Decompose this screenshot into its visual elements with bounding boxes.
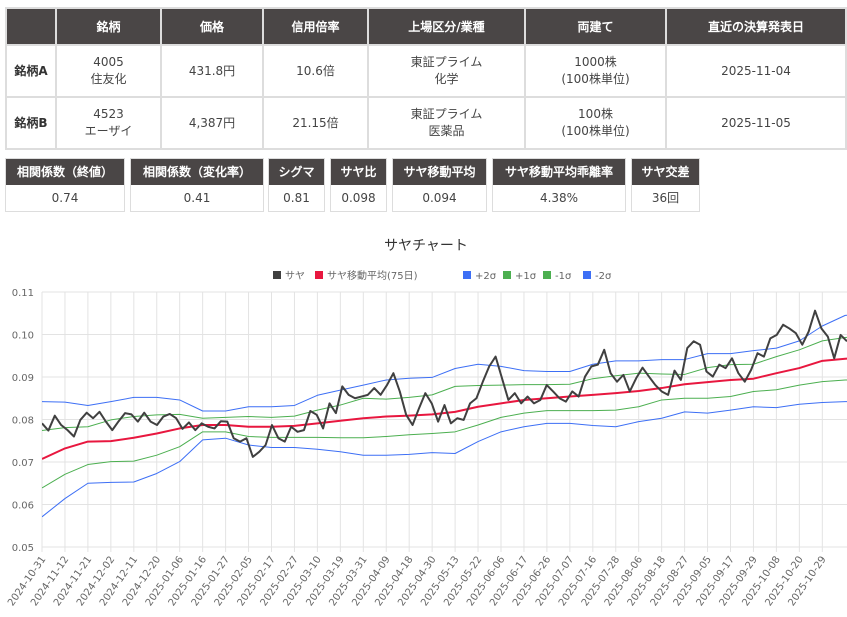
hedge-cell: 100株 (100株単位) — [524, 96, 667, 150]
margin-ratio-cell: 10.6倍 — [262, 44, 369, 98]
y-tick-label: 0.05 — [12, 543, 34, 554]
stat-sigma: シグマ 0.81 — [268, 158, 325, 212]
earnings-date-cell: 2025-11-04 — [665, 44, 847, 98]
stock-code: 4005 — [93, 55, 124, 69]
header-hedge: 両建て — [524, 7, 667, 46]
table-header-row: 銘柄 価格 信用倍率 上場区分/業種 両建て 直近の決算発表日 — [5, 7, 847, 46]
hedge-unit: (100株単位) — [561, 124, 630, 138]
hedge-shares: 100株 — [578, 107, 613, 121]
stat-value: 36回 — [651, 191, 680, 205]
stat-spread-ratio: サヤ比 0.098 — [330, 158, 387, 212]
y-axis: 0.11 0.10 0.09 0.08 0.07 0.06 0.05 — [12, 288, 34, 554]
y-tick-label: 0.08 — [12, 416, 34, 427]
price-cell: 4,387円 — [160, 96, 264, 150]
series-line-4 — [42, 379, 847, 489]
header-margin-ratio: 信用倍率 — [262, 7, 369, 46]
stock-name: エーザイ — [84, 124, 133, 138]
chart-grid — [41, 291, 847, 552]
chart-series — [42, 309, 847, 518]
legend-swatch — [463, 271, 471, 279]
legend-swatch — [503, 271, 511, 279]
y-tick-label: 0.07 — [12, 458, 34, 469]
header-earnings-date: 直近の決算発表日 — [665, 7, 847, 46]
chart-legend: サヤ サヤ移動平均(75日) +2σ +1σ -1σ -2σ — [273, 269, 612, 282]
series-line-5 — [42, 401, 847, 518]
stat-value: 0.81 — [283, 191, 310, 205]
stat-correlation-change: 相関係数（変化率） 0.41 — [130, 158, 264, 212]
earnings-date-cell: 2025-11-05 — [665, 96, 847, 150]
stock-code: 4523 — [93, 107, 124, 121]
legend-label[interactable]: サヤ移動平均(75日) — [327, 269, 418, 282]
header-market-industry: 上場区分/業種 — [367, 7, 526, 46]
legend-label[interactable]: +1σ — [515, 271, 537, 282]
series-line-2 — [42, 314, 847, 412]
stat-value: 0.41 — [183, 191, 211, 205]
stock-comparison-table: 銘柄 価格 信用倍率 上場区分/業種 両建て 直近の決算発表日 銘柄A 4005… — [5, 7, 847, 150]
header-stock: 銘柄 — [55, 7, 162, 46]
y-tick-label: 0.11 — [12, 288, 34, 299]
y-tick-label: 0.09 — [12, 373, 34, 384]
margin-ratio-cell: 21.15倍 — [262, 96, 369, 150]
series-line-3 — [42, 336, 847, 432]
series-line-1 — [42, 357, 847, 460]
stat-label: 相関係数（終値） — [6, 159, 124, 185]
row-label: 銘柄B — [5, 96, 57, 150]
market: 東証プライム — [410, 55, 483, 69]
y-tick-label: 0.06 — [12, 501, 34, 512]
legend-swatch — [543, 271, 551, 279]
industry: 化学 — [434, 72, 459, 86]
stock-name: 住友化 — [90, 72, 127, 86]
stock-cell: 4005 住友化 — [55, 44, 162, 98]
stat-label: サヤ移動平均 — [393, 159, 486, 185]
row-label: 銘柄A — [5, 44, 57, 98]
legend-swatch — [273, 271, 281, 279]
stat-value: 0.094 — [422, 191, 457, 205]
legend-label[interactable]: +2σ — [475, 271, 497, 282]
legend-swatch — [315, 271, 323, 279]
stat-value: 0.098 — [341, 191, 376, 205]
industry: 医薬品 — [428, 124, 465, 138]
stat-value: 4.38% — [539, 191, 579, 205]
stat-label: 相関係数（変化率） — [131, 159, 263, 185]
price-cell: 431.8円 — [160, 44, 264, 98]
hedge-cell: 1000株 (100株単位) — [524, 44, 667, 98]
stat-label: サヤ比 — [331, 159, 386, 185]
x-axis: 2024-10-312024-11-122024-11-212024-12-02… — [6, 554, 829, 608]
stat-label: サヤ移動平均乖離率 — [493, 159, 625, 185]
stat-correlation-close: 相関係数（終値） 0.74 — [5, 158, 125, 212]
header-price: 価格 — [160, 7, 264, 46]
header-blank — [5, 7, 57, 46]
stock-cell: 4523 エーザイ — [55, 96, 162, 150]
stat-label: サヤ交差 — [632, 159, 699, 185]
legend-label[interactable]: -1σ — [555, 271, 572, 282]
hedge-unit: (100株単位) — [561, 72, 630, 86]
series-line-0 — [42, 309, 847, 458]
market-cell: 東証プライム 医薬品 — [367, 96, 526, 150]
table-row: 銘柄B 4523 エーザイ 4,387円 21.15倍 東証プライム 医薬品 100… — [5, 96, 847, 150]
table-row: 銘柄A 4005 住友化 431.8円 10.6倍 東証プライム 化学 1000株 (… — [5, 44, 847, 98]
y-tick-label: 0.10 — [12, 331, 34, 342]
market-cell: 東証プライム 化学 — [367, 44, 526, 98]
legend-label[interactable]: サヤ — [285, 270, 305, 282]
market: 東証プライム — [410, 107, 483, 121]
legend-label[interactable]: -2σ — [595, 271, 612, 282]
stat-spread-ma-deviation: サヤ移動平均乖離率 4.38% — [492, 158, 626, 212]
stat-value: 0.74 — [51, 191, 79, 205]
stat-spread-crosses: サヤ交差 36回 — [631, 158, 700, 212]
legend-swatch — [583, 271, 591, 279]
hedge-shares: 1000株 — [574, 55, 617, 69]
chart-title: サヤチャート — [384, 238, 468, 254]
stat-label: シグマ — [269, 159, 324, 185]
stat-spread-ma: サヤ移動平均 0.094 — [392, 158, 487, 212]
